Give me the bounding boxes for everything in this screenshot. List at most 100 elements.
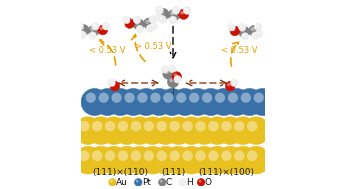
Circle shape	[139, 146, 166, 174]
Circle shape	[104, 24, 107, 26]
Circle shape	[76, 30, 79, 33]
Circle shape	[139, 117, 166, 144]
Circle shape	[169, 78, 174, 82]
Circle shape	[158, 15, 166, 23]
Circle shape	[99, 93, 109, 103]
Circle shape	[170, 150, 180, 161]
Circle shape	[170, 17, 173, 20]
Circle shape	[151, 24, 154, 26]
Circle shape	[92, 150, 102, 161]
Circle shape	[242, 117, 270, 144]
Text: C: C	[166, 178, 172, 187]
Circle shape	[240, 25, 243, 27]
Circle shape	[158, 179, 166, 186]
Circle shape	[256, 31, 259, 34]
Circle shape	[133, 88, 160, 115]
Circle shape	[241, 33, 249, 40]
Circle shape	[79, 150, 90, 161]
Circle shape	[170, 121, 180, 132]
Circle shape	[234, 150, 245, 161]
Circle shape	[105, 150, 115, 161]
Circle shape	[216, 146, 244, 174]
Circle shape	[160, 10, 164, 15]
Circle shape	[135, 17, 137, 20]
Text: H: H	[186, 178, 193, 187]
Text: > 0.53 V: > 0.53 V	[135, 42, 172, 51]
Circle shape	[149, 16, 156, 23]
Circle shape	[241, 93, 251, 103]
Circle shape	[93, 24, 96, 26]
Circle shape	[126, 20, 130, 24]
Circle shape	[144, 18, 155, 29]
Circle shape	[227, 83, 231, 86]
Circle shape	[228, 24, 235, 31]
Circle shape	[94, 88, 121, 115]
Circle shape	[90, 27, 94, 31]
Circle shape	[240, 28, 245, 32]
Circle shape	[177, 117, 205, 144]
Circle shape	[249, 25, 260, 36]
Circle shape	[146, 88, 173, 115]
Circle shape	[229, 146, 257, 174]
Circle shape	[145, 20, 149, 24]
Circle shape	[131, 150, 141, 161]
Circle shape	[135, 21, 139, 25]
Circle shape	[232, 80, 235, 83]
Circle shape	[144, 150, 154, 161]
Circle shape	[77, 23, 80, 26]
Circle shape	[230, 79, 238, 87]
Circle shape	[172, 88, 199, 115]
Circle shape	[112, 83, 115, 86]
Circle shape	[157, 7, 160, 10]
Circle shape	[163, 68, 174, 79]
Text: O: O	[205, 178, 212, 187]
Circle shape	[120, 88, 147, 115]
Circle shape	[216, 117, 244, 144]
Circle shape	[79, 31, 86, 39]
Circle shape	[165, 117, 192, 144]
Circle shape	[126, 146, 154, 174]
Circle shape	[247, 150, 257, 161]
Text: (111)×(100): (111)×(100)	[199, 168, 255, 177]
Circle shape	[157, 9, 169, 20]
Circle shape	[98, 25, 108, 35]
Circle shape	[150, 17, 153, 20]
Circle shape	[165, 146, 192, 174]
Circle shape	[152, 117, 180, 144]
Circle shape	[160, 17, 163, 19]
Circle shape	[87, 146, 115, 174]
Circle shape	[197, 179, 205, 186]
Circle shape	[80, 32, 83, 35]
Circle shape	[110, 180, 113, 183]
Circle shape	[100, 146, 128, 174]
Text: Au: Au	[116, 178, 128, 187]
Circle shape	[131, 121, 141, 132]
Circle shape	[184, 8, 188, 11]
Circle shape	[113, 117, 141, 144]
Circle shape	[155, 6, 163, 14]
Circle shape	[179, 179, 186, 186]
Circle shape	[169, 65, 176, 72]
Circle shape	[252, 32, 259, 40]
Circle shape	[118, 121, 128, 132]
Circle shape	[253, 33, 256, 36]
Circle shape	[76, 22, 83, 30]
Circle shape	[147, 26, 150, 29]
Circle shape	[234, 121, 245, 132]
Circle shape	[184, 88, 211, 115]
Circle shape	[125, 19, 134, 28]
Circle shape	[150, 23, 157, 30]
Circle shape	[170, 11, 174, 15]
Circle shape	[124, 17, 127, 20]
Circle shape	[255, 24, 258, 27]
Circle shape	[137, 93, 148, 103]
Circle shape	[90, 33, 93, 36]
Circle shape	[172, 6, 180, 14]
Circle shape	[162, 67, 165, 70]
Circle shape	[126, 117, 154, 144]
Circle shape	[232, 28, 235, 31]
Circle shape	[113, 146, 141, 174]
Circle shape	[86, 93, 96, 103]
Circle shape	[182, 121, 193, 132]
Circle shape	[254, 23, 262, 31]
